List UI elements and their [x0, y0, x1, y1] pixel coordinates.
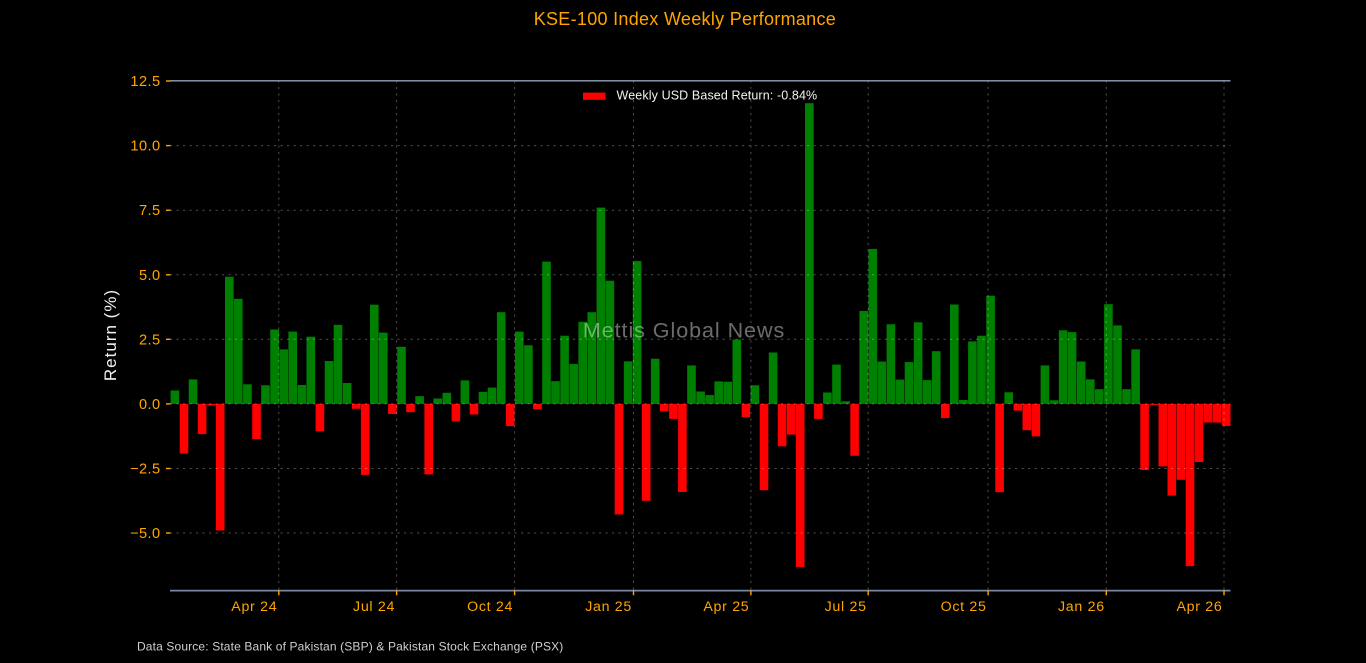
svg-text:Jan 25: Jan 25 [585, 599, 632, 615]
svg-text:Apr 24: Apr 24 [231, 599, 277, 615]
svg-text:Jan 26: Jan 26 [1058, 599, 1105, 615]
svg-text:5.0: 5.0 [139, 268, 161, 284]
svg-text:Mettis Global News: Mettis Global News [583, 319, 785, 343]
svg-text:Weekly USD Based Return: -0.84: Weekly USD Based Return: -0.84% [617, 88, 818, 102]
svg-text:12.5: 12.5 [130, 74, 160, 90]
svg-text:2.5: 2.5 [139, 332, 161, 348]
svg-text:Apr 25: Apr 25 [703, 599, 749, 615]
svg-text:Oct 25: Oct 25 [941, 599, 987, 615]
svg-text:10.0: 10.0 [130, 139, 160, 155]
svg-text:Data Source: State Bank of Pak: Data Source: State Bank of Pakistan (SBP… [137, 640, 563, 654]
svg-text:Jul 24: Jul 24 [353, 599, 395, 615]
svg-text:KSE-100 Index Weekly Performan: KSE-100 Index Weekly Performance [534, 9, 836, 29]
svg-text:−2.5: −2.5 [130, 462, 161, 478]
svg-text:7.5: 7.5 [139, 203, 161, 219]
svg-text:−5.0: −5.0 [130, 526, 161, 542]
svg-text:Return (%): Return (%) [101, 289, 120, 381]
svg-text:0.0: 0.0 [139, 397, 161, 413]
svg-text:Jul 25: Jul 25 [825, 599, 867, 615]
svg-text:Apr 26: Apr 26 [1176, 599, 1222, 615]
svg-text:Oct 24: Oct 24 [467, 599, 513, 615]
